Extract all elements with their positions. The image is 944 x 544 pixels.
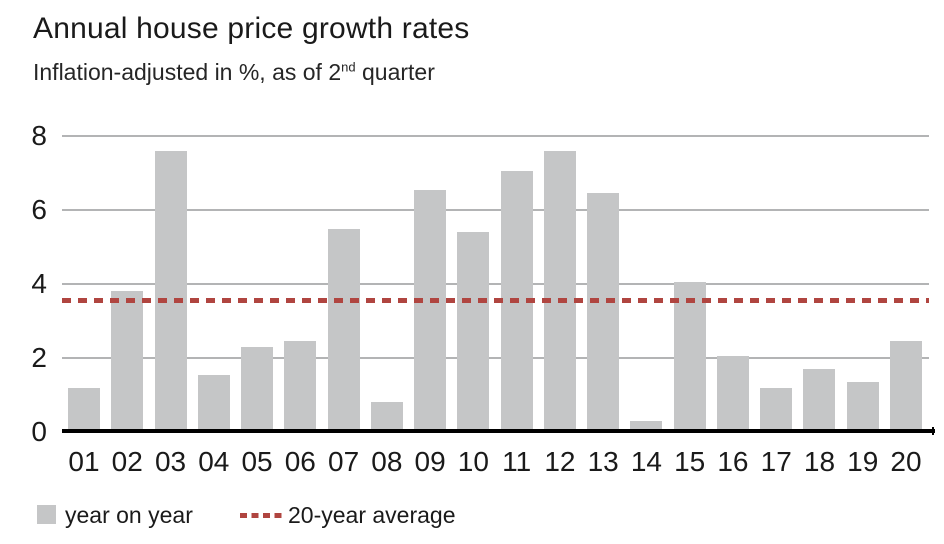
x-axis-tick-label: 04 (198, 446, 230, 477)
x-axis-tick-label: 19 (847, 446, 879, 477)
legend-label-20-year-average: 20-year average (288, 502, 456, 528)
page-subtitle: Inflation-adjusted in %, as of 2nd quart… (33, 59, 435, 86)
x-axis-tick-label: 20 (890, 446, 922, 477)
bar-07 (327, 228, 360, 432)
y-axis-tick-label: 4 (31, 268, 47, 299)
average-line (62, 298, 929, 304)
x-axis-tick-label: 09 (414, 446, 446, 477)
x-axis-end-tick (932, 427, 934, 435)
gridline-y-4 (62, 283, 929, 285)
gridline-y-8 (62, 135, 929, 137)
bar-16 (716, 356, 749, 432)
x-axis-tick-label: 05 (241, 446, 273, 477)
x-axis-tick-label: 16 (717, 446, 749, 477)
x-axis-tick-label: 07 (328, 446, 360, 477)
x-axis-line (62, 429, 935, 433)
subtitle-superscript: nd (341, 59, 356, 75)
y-axis-tick-label: 6 (31, 194, 47, 225)
bar-09 (414, 189, 447, 432)
bar-15 (673, 282, 706, 432)
x-axis-tick-label: 11 (502, 446, 532, 477)
y-axis-tick-label: 0 (31, 416, 47, 447)
legend-dashed-line-swatch (240, 513, 282, 518)
x-axis-tick-label: 15 (674, 446, 706, 477)
gridline-y-2 (62, 357, 929, 359)
x-axis-tick-label: 18 (803, 446, 836, 477)
subtitle-suffix: quarter (355, 59, 435, 85)
bar-14 (630, 420, 663, 432)
y-axis-tick-label: 2 (31, 342, 47, 373)
bar-05 (241, 346, 274, 432)
gridline-y-6 (62, 209, 929, 211)
y-axis-tick-label: 8 (31, 120, 47, 151)
page-title: Annual house price growth rates (33, 12, 470, 45)
x-axis-tick-label: 03 (154, 446, 187, 477)
bar-03 (154, 150, 187, 432)
bar-19 (846, 382, 879, 432)
subtitle-text: Inflation-adjusted in %, as of 2 (33, 59, 342, 85)
x-axis-tick-label: 12 (544, 446, 576, 477)
bar-04 (197, 374, 230, 432)
bar-10 (457, 232, 490, 432)
x-axis-tick-label: 13 (587, 446, 619, 477)
bar-08 (370, 402, 403, 432)
bar-12 (543, 150, 576, 432)
bar-17 (760, 387, 793, 432)
legend-bar-swatch (37, 505, 56, 524)
x-axis-tick-label: 10 (457, 446, 489, 477)
plot-area (62, 135, 929, 432)
bar-06 (284, 341, 317, 432)
bar-01 (68, 387, 100, 432)
legend-label-year-on-year: year on year (65, 502, 193, 528)
bar-13 (587, 193, 620, 432)
x-axis-tick-label: 06 (284, 446, 316, 477)
x-axis-tick-label: 02 (111, 446, 143, 477)
x-axis-tick-label: 08 (371, 446, 403, 477)
bar-18 (803, 369, 836, 432)
bar-02 (111, 291, 144, 432)
x-axis-tick-label: 14 (630, 446, 662, 477)
bar-20 (890, 341, 922, 432)
x-axis-tick-label: 17 (760, 446, 792, 477)
x-axis-tick-label: 01 (68, 446, 100, 477)
